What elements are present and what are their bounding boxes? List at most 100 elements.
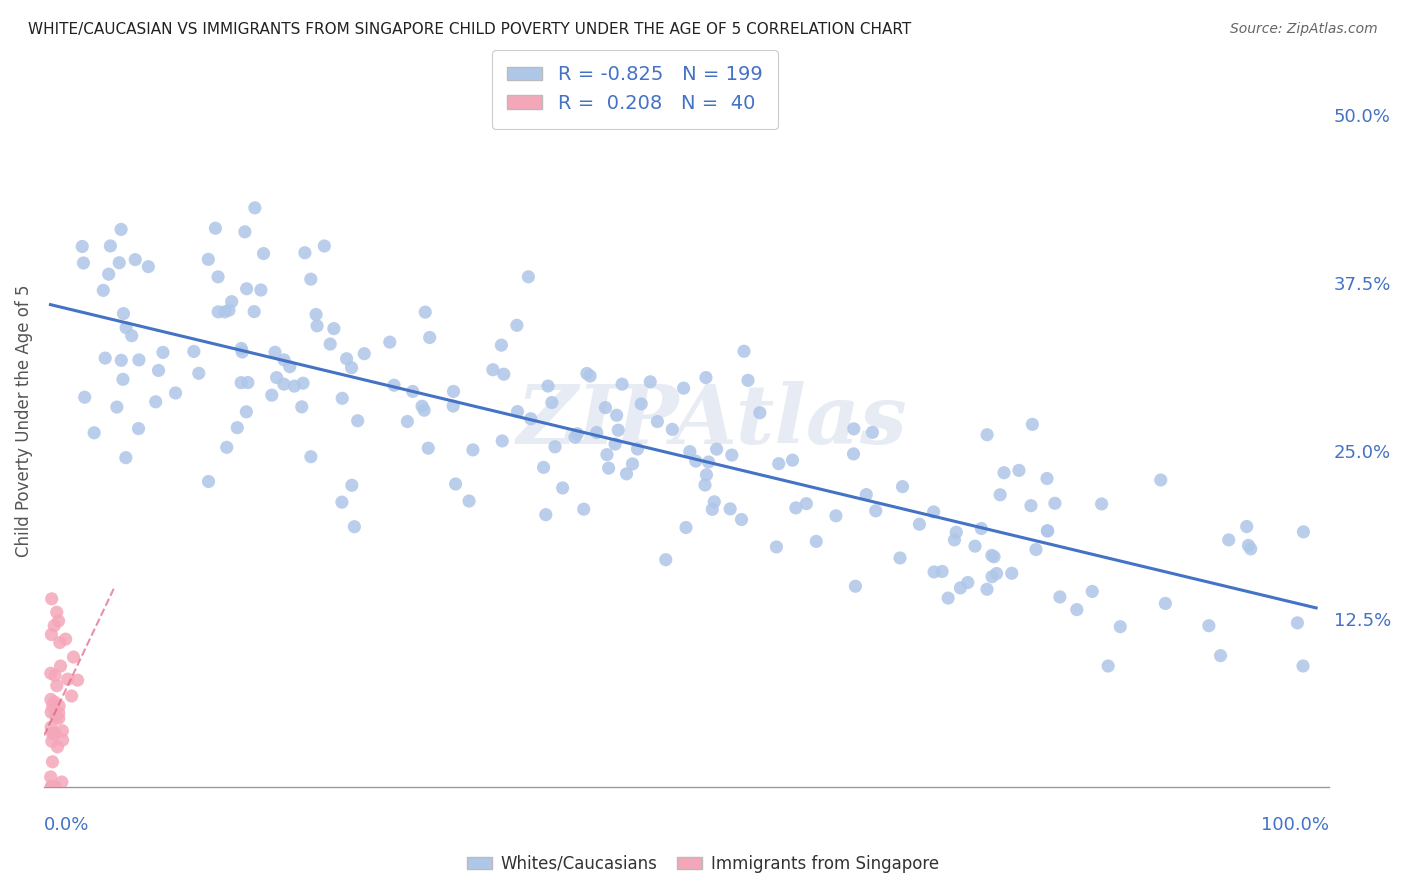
- Point: [695, 370, 717, 384]
- Point: [44, 695, 66, 709]
- Point: [482, 363, 505, 377]
- Point: [441, 399, 464, 413]
- Point: [1019, 499, 1042, 513]
- Point: [183, 344, 205, 359]
- Point: [49, 635, 72, 649]
- Point: [981, 569, 1004, 583]
- Point: [243, 201, 266, 215]
- Point: [986, 566, 1008, 581]
- Point: [252, 246, 274, 260]
- Point: [607, 423, 630, 437]
- Point: [330, 392, 353, 406]
- Point: [39, 666, 62, 681]
- Point: [647, 415, 669, 429]
- Point: [41, 780, 63, 794]
- Point: [138, 260, 160, 274]
- Point: [39, 706, 62, 720]
- Point: [768, 457, 790, 471]
- Point: [411, 399, 433, 413]
- Point: [273, 352, 295, 367]
- Point: [844, 579, 866, 593]
- Point: [197, 252, 219, 267]
- Point: [39, 780, 62, 794]
- Point: [551, 481, 574, 495]
- Point: [976, 582, 998, 597]
- Point: [128, 421, 150, 435]
- Point: [187, 366, 209, 380]
- Point: [458, 494, 481, 508]
- Point: [703, 495, 725, 509]
- Point: [693, 478, 716, 492]
- Point: [330, 495, 353, 509]
- Point: [1109, 620, 1132, 634]
- Point: [419, 330, 441, 344]
- Point: [610, 377, 633, 392]
- Point: [567, 426, 589, 441]
- Point: [443, 384, 465, 399]
- Point: [922, 565, 945, 579]
- Point: [266, 370, 288, 384]
- Point: [517, 269, 540, 284]
- Point: [110, 222, 132, 236]
- Point: [128, 352, 150, 367]
- Point: [936, 591, 959, 605]
- Point: [963, 539, 986, 553]
- Point: [336, 351, 359, 366]
- Point: [534, 508, 557, 522]
- Point: [1043, 496, 1066, 510]
- Point: [233, 225, 256, 239]
- Point: [519, 411, 541, 425]
- Point: [221, 294, 243, 309]
- Point: [44, 780, 66, 794]
- Point: [278, 359, 301, 374]
- Point: [215, 440, 238, 454]
- Point: [575, 367, 598, 381]
- Legend: R = -0.825   N = 199, R =  0.208   N =  40: R = -0.825 N = 199, R = 0.208 N = 40: [492, 50, 779, 128]
- Point: [730, 512, 752, 526]
- Point: [1209, 648, 1232, 663]
- Point: [70, 239, 93, 253]
- Point: [1066, 602, 1088, 616]
- Point: [1097, 659, 1119, 673]
- Point: [48, 706, 70, 720]
- Point: [49, 659, 72, 673]
- Point: [52, 733, 75, 747]
- Point: [922, 505, 945, 519]
- Point: [115, 320, 138, 334]
- Point: [544, 440, 567, 454]
- Text: 0.0%: 0.0%: [44, 816, 90, 834]
- Point: [702, 502, 724, 516]
- Point: [983, 549, 1005, 564]
- Point: [891, 480, 914, 494]
- Point: [1240, 541, 1263, 556]
- Point: [533, 460, 555, 475]
- Point: [264, 345, 287, 359]
- Text: WHITE/CAUCASIAN VS IMMIGRANTS FROM SINGAPORE CHILD POVERTY UNDER THE AGE OF 5 CO: WHITE/CAUCASIAN VS IMMIGRANTS FROM SINGA…: [28, 22, 911, 37]
- Point: [1001, 566, 1024, 581]
- Point: [1154, 597, 1177, 611]
- Point: [44, 726, 66, 740]
- Point: [606, 409, 628, 423]
- Point: [1025, 542, 1047, 557]
- Point: [1036, 524, 1059, 538]
- Point: [152, 345, 174, 359]
- Point: [112, 307, 135, 321]
- Point: [45, 679, 67, 693]
- Point: [537, 379, 560, 393]
- Point: [214, 305, 236, 319]
- Point: [579, 369, 602, 384]
- Point: [980, 549, 1002, 563]
- Point: [48, 698, 70, 713]
- Point: [491, 338, 513, 352]
- Point: [307, 318, 329, 333]
- Point: [46, 739, 69, 754]
- Point: [260, 388, 283, 402]
- Point: [235, 282, 257, 296]
- Point: [988, 488, 1011, 502]
- Point: [41, 755, 63, 769]
- Point: [299, 272, 322, 286]
- Point: [931, 565, 953, 579]
- Point: [855, 487, 877, 501]
- Point: [51, 775, 73, 789]
- Point: [1150, 473, 1173, 487]
